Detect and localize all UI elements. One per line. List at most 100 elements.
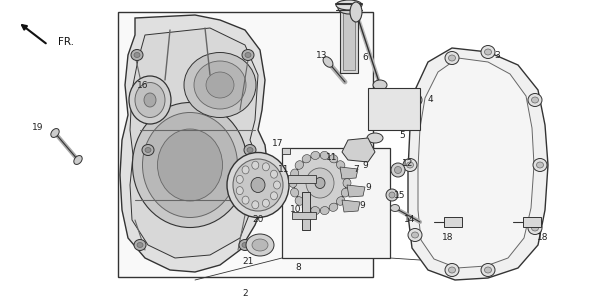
Ellipse shape xyxy=(244,144,256,156)
Ellipse shape xyxy=(134,52,140,57)
Text: 15: 15 xyxy=(394,191,406,200)
Text: FR.: FR. xyxy=(58,37,74,47)
Ellipse shape xyxy=(143,113,238,218)
Ellipse shape xyxy=(341,169,349,178)
Ellipse shape xyxy=(294,156,346,210)
Bar xyxy=(368,88,420,130)
Bar xyxy=(118,12,373,277)
Text: 17: 17 xyxy=(272,138,284,147)
Ellipse shape xyxy=(336,161,345,169)
Ellipse shape xyxy=(247,147,253,153)
Polygon shape xyxy=(342,200,360,212)
Polygon shape xyxy=(347,185,365,197)
Ellipse shape xyxy=(528,222,542,234)
Ellipse shape xyxy=(448,55,455,61)
Ellipse shape xyxy=(338,2,360,14)
Ellipse shape xyxy=(295,161,303,169)
Ellipse shape xyxy=(311,151,320,160)
Text: 5: 5 xyxy=(399,132,405,141)
Ellipse shape xyxy=(389,192,395,198)
Text: 11: 11 xyxy=(326,154,337,163)
Ellipse shape xyxy=(134,240,146,250)
Ellipse shape xyxy=(239,240,251,250)
Ellipse shape xyxy=(411,97,418,103)
Ellipse shape xyxy=(144,93,156,107)
Ellipse shape xyxy=(184,52,256,117)
Ellipse shape xyxy=(51,129,59,138)
Text: 21: 21 xyxy=(242,257,254,266)
Ellipse shape xyxy=(481,45,495,58)
Bar xyxy=(340,8,358,73)
Ellipse shape xyxy=(251,178,265,193)
Ellipse shape xyxy=(336,0,362,10)
Ellipse shape xyxy=(252,161,259,169)
Ellipse shape xyxy=(408,94,422,107)
Ellipse shape xyxy=(290,169,299,178)
Text: 13: 13 xyxy=(316,51,328,61)
Ellipse shape xyxy=(74,156,82,164)
Ellipse shape xyxy=(408,228,422,241)
Text: 18: 18 xyxy=(442,234,454,243)
Ellipse shape xyxy=(158,129,222,201)
Ellipse shape xyxy=(395,166,402,173)
Ellipse shape xyxy=(245,52,251,57)
Ellipse shape xyxy=(391,163,405,177)
Text: 3: 3 xyxy=(494,51,500,60)
Text: 10: 10 xyxy=(290,206,301,215)
Ellipse shape xyxy=(252,201,259,209)
Polygon shape xyxy=(342,138,375,162)
Ellipse shape xyxy=(227,153,289,218)
Ellipse shape xyxy=(367,133,383,143)
Ellipse shape xyxy=(343,178,351,188)
Ellipse shape xyxy=(270,192,277,200)
Ellipse shape xyxy=(242,243,248,247)
Ellipse shape xyxy=(320,206,329,215)
Ellipse shape xyxy=(270,170,277,178)
Ellipse shape xyxy=(323,57,333,67)
Ellipse shape xyxy=(295,197,303,205)
Ellipse shape xyxy=(341,188,349,197)
Ellipse shape xyxy=(242,49,254,61)
Text: 2: 2 xyxy=(242,288,248,297)
Ellipse shape xyxy=(133,103,247,228)
Ellipse shape xyxy=(484,267,491,273)
Ellipse shape xyxy=(391,204,399,212)
Ellipse shape xyxy=(533,159,547,172)
Bar xyxy=(523,217,541,227)
Ellipse shape xyxy=(329,155,338,163)
Ellipse shape xyxy=(302,203,311,211)
Ellipse shape xyxy=(329,203,338,211)
Bar xyxy=(343,10,355,70)
Ellipse shape xyxy=(311,206,320,215)
Polygon shape xyxy=(340,167,358,179)
Text: 18: 18 xyxy=(537,234,549,243)
Ellipse shape xyxy=(289,178,297,188)
Text: 19: 19 xyxy=(32,123,44,132)
Ellipse shape xyxy=(373,80,387,90)
Ellipse shape xyxy=(137,243,143,247)
Ellipse shape xyxy=(403,159,417,172)
Text: 14: 14 xyxy=(404,216,416,225)
Ellipse shape xyxy=(528,94,542,107)
Ellipse shape xyxy=(350,2,362,22)
Text: 7: 7 xyxy=(353,166,359,175)
Ellipse shape xyxy=(315,178,325,188)
Ellipse shape xyxy=(263,163,270,171)
Bar xyxy=(292,212,316,219)
Ellipse shape xyxy=(242,196,249,204)
Polygon shape xyxy=(130,28,258,258)
Bar xyxy=(302,192,310,230)
Bar xyxy=(282,148,390,258)
Text: 20: 20 xyxy=(253,216,264,225)
Ellipse shape xyxy=(445,51,459,64)
Text: 9: 9 xyxy=(365,184,371,193)
Text: 6: 6 xyxy=(362,54,368,63)
Ellipse shape xyxy=(206,72,234,98)
Ellipse shape xyxy=(336,197,345,205)
Ellipse shape xyxy=(481,263,495,277)
Polygon shape xyxy=(120,15,268,272)
Text: 9: 9 xyxy=(359,200,365,209)
Text: 8: 8 xyxy=(295,263,301,272)
Text: 9: 9 xyxy=(362,160,368,169)
Ellipse shape xyxy=(135,82,165,117)
